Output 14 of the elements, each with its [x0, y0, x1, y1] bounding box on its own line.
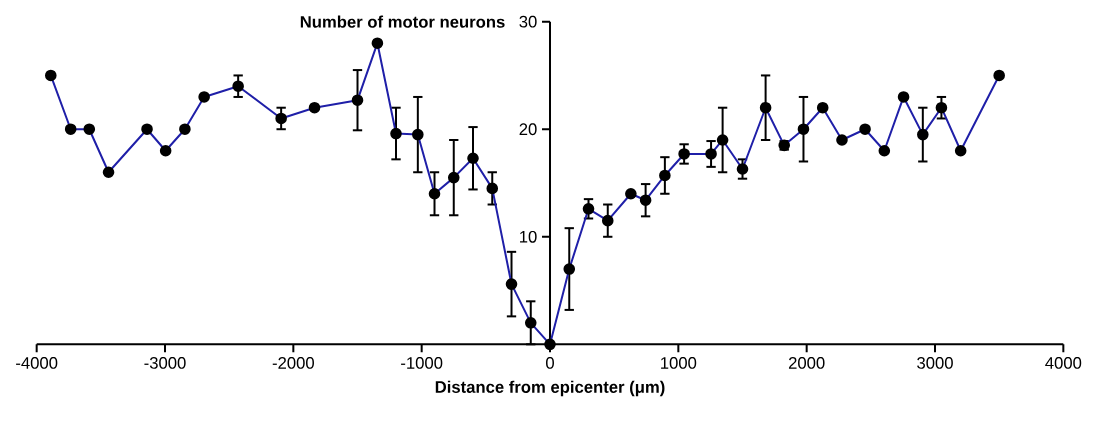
x-tick-label: 4000 [1045, 357, 1082, 369]
x-tick-label: -3000 [144, 357, 186, 369]
x-axis-title: Distance from epicenter (μm) [435, 380, 665, 397]
y-tick-label: 30 [519, 15, 537, 28]
x-tick-label: 2000 [788, 357, 825, 369]
x-tick-label: 0 [546, 357, 554, 369]
x-tick-label: 1000 [661, 357, 697, 369]
y-axis-title: Number of motor neurons [300, 15, 505, 28]
x-tick-label: -1000 [401, 357, 443, 369]
y-tick-label: 20 [519, 123, 537, 136]
y-tick-label: 10 [520, 230, 537, 243]
x-tick-label: 3000 [917, 357, 953, 369]
x-tick-label: -4000 [16, 357, 58, 369]
x-tick-label: -2000 [272, 357, 314, 369]
